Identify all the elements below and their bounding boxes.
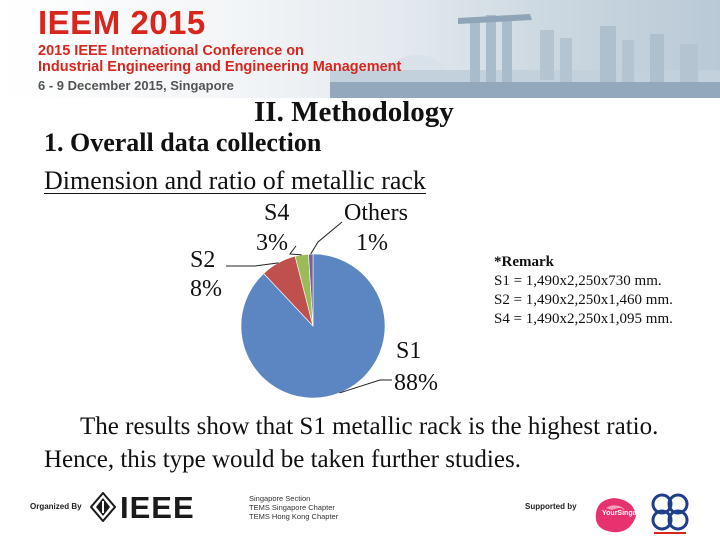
remark-line-s2: S2 = 1,490x2,250x1,460 mm.: [494, 292, 673, 308]
conference-logo-title: IEEM 2015: [38, 4, 206, 41]
slice-label-s1-value: 88%: [394, 370, 438, 396]
slice-label-s2-value: 8%: [190, 276, 222, 302]
leader-line-others: [310, 221, 343, 255]
organized-by-label: Organized By: [30, 502, 82, 511]
ieee-chapter-line: TEMS Hong Kong Chapter: [249, 512, 339, 521]
ieee-diamond-icon: [90, 492, 116, 522]
slice-label-s1-name: S1: [396, 338, 421, 364]
slice-label-s4-name: S4: [264, 200, 289, 226]
conference-date: 6 - 9 December 2015, Singapore: [38, 78, 234, 93]
supported-by-label: Supported by: [525, 502, 577, 511]
remark-line-s4: S4 = 1,490x2,250x1,095 mm.: [494, 311, 673, 327]
ieee-chapters: Singapore Section TEMS Singapore Chapter…: [249, 494, 338, 521]
remark-line-s1: S1 = 1,490x2,250x730 mm.: [494, 273, 662, 289]
yoursingapore-logo-icon: [595, 498, 636, 533]
footer: Organized By IEEE Singapore Section TEMS…: [0, 486, 720, 540]
conference-partner-logo-icon: [651, 493, 689, 534]
slice-label-s2-name: S2: [190, 247, 215, 273]
sponsor-name: YourSingapore: [602, 510, 652, 517]
conference-name-line2: Industrial Engineering and Engineering M…: [38, 59, 402, 75]
ieee-logo-text: IEEE: [120, 490, 195, 525]
pie-slice-others: [308, 253, 314, 327]
leader-line-s1: [339, 379, 392, 394]
singapore-skyline-image: [330, 14, 720, 98]
section-title: II. Methodology: [254, 96, 454, 128]
ieee-chapter-line: TEMS Singapore Chapter: [249, 503, 335, 512]
slice-label-others-value: 1%: [356, 230, 388, 256]
header-banner: IEEM 2015 2015 IEEE International Confer…: [0, 0, 720, 98]
remark-box: *Remark S1 = 1,490x2,250x730 mm. S2 = 1,…: [494, 253, 673, 329]
ieee-chapter-line: Singapore Section: [249, 494, 311, 503]
conference-name-line1: 2015 IEEE International Conference on: [38, 43, 304, 59]
slice-label-others-name: Others: [344, 200, 408, 226]
subsection-title: 1. Overall data collection: [44, 128, 322, 157]
conclusion-text: The results show that S1 metallic rack i…: [44, 413, 659, 473]
leader-line-s4: [289, 245, 302, 256]
leader-line-s2: [226, 262, 279, 267]
slice-label-s4-value: 3%: [256, 230, 288, 256]
chart-heading: Dimension and ratio of metallic rack: [44, 166, 426, 195]
remark-title: *Remark: [494, 254, 554, 270]
